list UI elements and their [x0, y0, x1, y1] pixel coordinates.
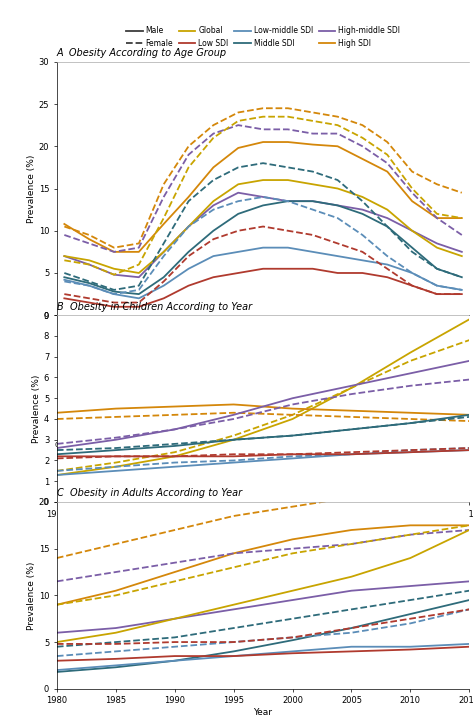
- Y-axis label: Prevalence (%): Prevalence (%): [27, 154, 36, 223]
- Text: C  Obesity in Adults According to Year: C Obesity in Adults According to Year: [57, 489, 242, 498]
- Text: 0: 0: [55, 442, 59, 448]
- Y-axis label: Prevalence (%): Prevalence (%): [32, 374, 41, 443]
- Text: A  Obesity According to Age Group: A Obesity According to Age Group: [57, 49, 227, 58]
- X-axis label: Age Group (yr): Age Group (yr): [229, 331, 297, 341]
- X-axis label: Year: Year: [254, 521, 273, 531]
- Y-axis label: Prevalence (%): Prevalence (%): [27, 561, 36, 629]
- Legend: Male, Female, Global, Low SDI, Low-middle SDI, Middle SDI, High-middle SDI, High: Male, Female, Global, Low SDI, Low-middl…: [125, 25, 401, 49]
- X-axis label: Year: Year: [254, 708, 273, 717]
- Text: B  Obesity in Children According to Year: B Obesity in Children According to Year: [57, 302, 252, 312]
